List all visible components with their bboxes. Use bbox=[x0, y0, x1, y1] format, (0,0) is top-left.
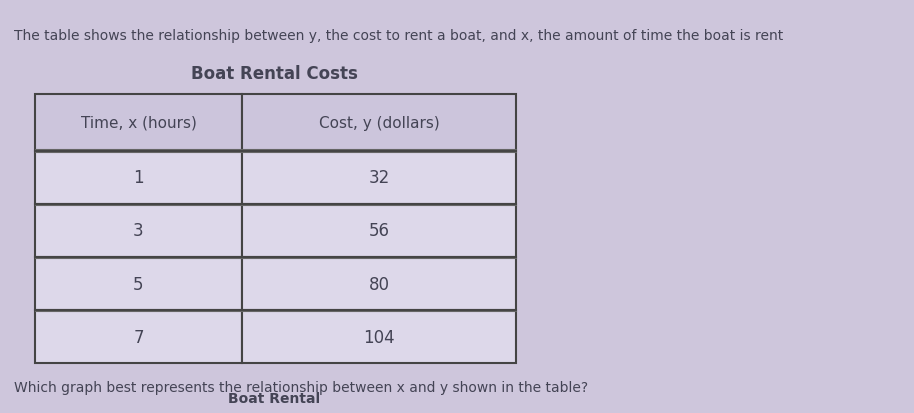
Text: The table shows the relationship between y, the cost to rent a boat, and x, the : The table shows the relationship between… bbox=[14, 29, 783, 43]
Text: 5: 5 bbox=[133, 275, 143, 293]
Text: 3: 3 bbox=[133, 222, 143, 240]
Text: 7: 7 bbox=[133, 328, 143, 346]
Text: Boat Rental Costs: Boat Rental Costs bbox=[191, 65, 357, 83]
Text: Cost, y (dollars): Cost, y (dollars) bbox=[319, 116, 440, 131]
Text: Which graph best represents the relationship between x and y shown in the table?: Which graph best represents the relation… bbox=[14, 380, 588, 394]
Text: 56: 56 bbox=[369, 222, 389, 240]
Text: 32: 32 bbox=[368, 169, 390, 187]
Text: 80: 80 bbox=[369, 275, 389, 293]
Text: Boat Rental: Boat Rental bbox=[228, 391, 320, 405]
Text: 1: 1 bbox=[133, 169, 143, 187]
Text: Time, x (hours): Time, x (hours) bbox=[80, 116, 197, 131]
Text: 104: 104 bbox=[364, 328, 395, 346]
